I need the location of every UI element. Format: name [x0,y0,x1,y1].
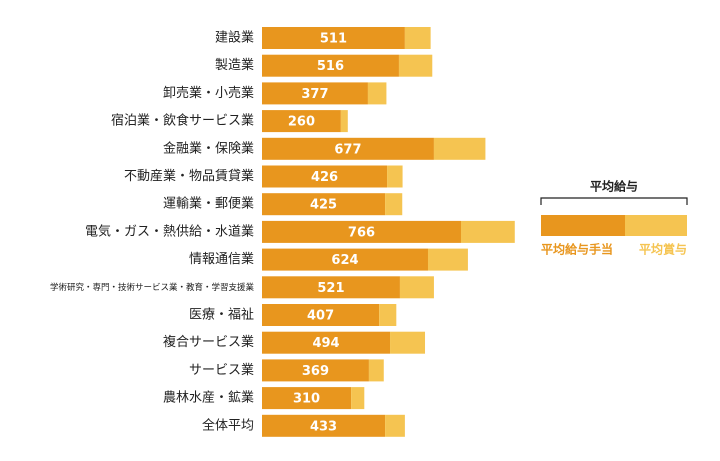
bar-segment [390,331,426,354]
bar-segment [262,220,461,243]
total-label: 494 [312,336,339,351]
category-label: 金融業・保険業 [163,140,254,156]
bar-segment [262,331,391,354]
bar-segment [262,193,386,216]
legend-bracket [540,197,688,205]
bar-segment [398,54,433,77]
legend-swatch [625,215,687,236]
bar-segment [367,82,387,105]
bar-segment [340,110,348,133]
legend-label: 平均賞与 [639,242,687,257]
category-label: 不動産業・物品賃貸業 [124,168,254,184]
total-label: 260 [288,115,315,130]
bar-segment [262,165,388,188]
legend-label: 平均給与手当 [541,242,613,257]
bar-segment [427,248,468,271]
total-label: 677 [334,142,361,157]
bar-segment [262,276,400,299]
total-label: 369 [302,364,329,379]
legend-swatch [541,215,625,236]
total-label: 516 [317,59,344,74]
bar-segment [262,54,399,77]
bar-segment [351,387,365,410]
total-label: 425 [310,198,337,213]
bar-segment [387,165,403,188]
bar-segment [262,110,341,133]
category-label: 電気・ガス・熱供給・水道業 [85,223,254,239]
category-label: 卸売業・小売業 [163,85,254,101]
bar-segment [460,220,515,243]
bar-segment [262,248,428,271]
category-label: 学術研究・専門・技術サービス業・教育・学習支援業 [50,282,255,293]
category-label: 全体平均 [202,417,254,433]
bar-segment [262,359,369,382]
total-label: 521 [317,281,344,296]
bar-segment [385,193,403,216]
bar-segment [433,137,486,160]
category-label: 医療・福祉 [189,308,254,323]
total-label: 511 [320,32,347,47]
bar-segment [379,304,397,326]
total-label: 433 [310,419,337,434]
legend-title: 平均給与 [590,179,638,194]
bar-segment [262,27,405,49]
bar-segment [262,414,386,437]
bar-segment [262,82,368,105]
total-label: 426 [311,170,338,185]
category-label: サービス業 [189,362,254,378]
total-label: 377 [301,87,328,102]
bar-segment [404,27,431,49]
bar-segment [399,276,434,299]
category-label: 情報通信業 [189,251,254,267]
category-label: 建設業 [215,30,254,46]
category-label: 宿泊業・飲食サービス業 [111,113,254,129]
category-label: 農林水産・鉱業 [163,390,254,406]
bar-segment [368,359,384,382]
category-label: 運輸業・郵便業 [163,196,254,212]
bar-segment [262,304,380,326]
total-label: 766 [348,225,375,240]
category-label: 製造業 [215,57,254,73]
total-label: 407 [307,309,334,324]
total-label: 310 [293,392,320,407]
total-label: 624 [331,253,358,268]
category-label: 複合サービス業 [163,334,254,350]
bar-segment [385,414,405,437]
bar-segment [262,137,434,160]
bar-segment [262,387,352,410]
